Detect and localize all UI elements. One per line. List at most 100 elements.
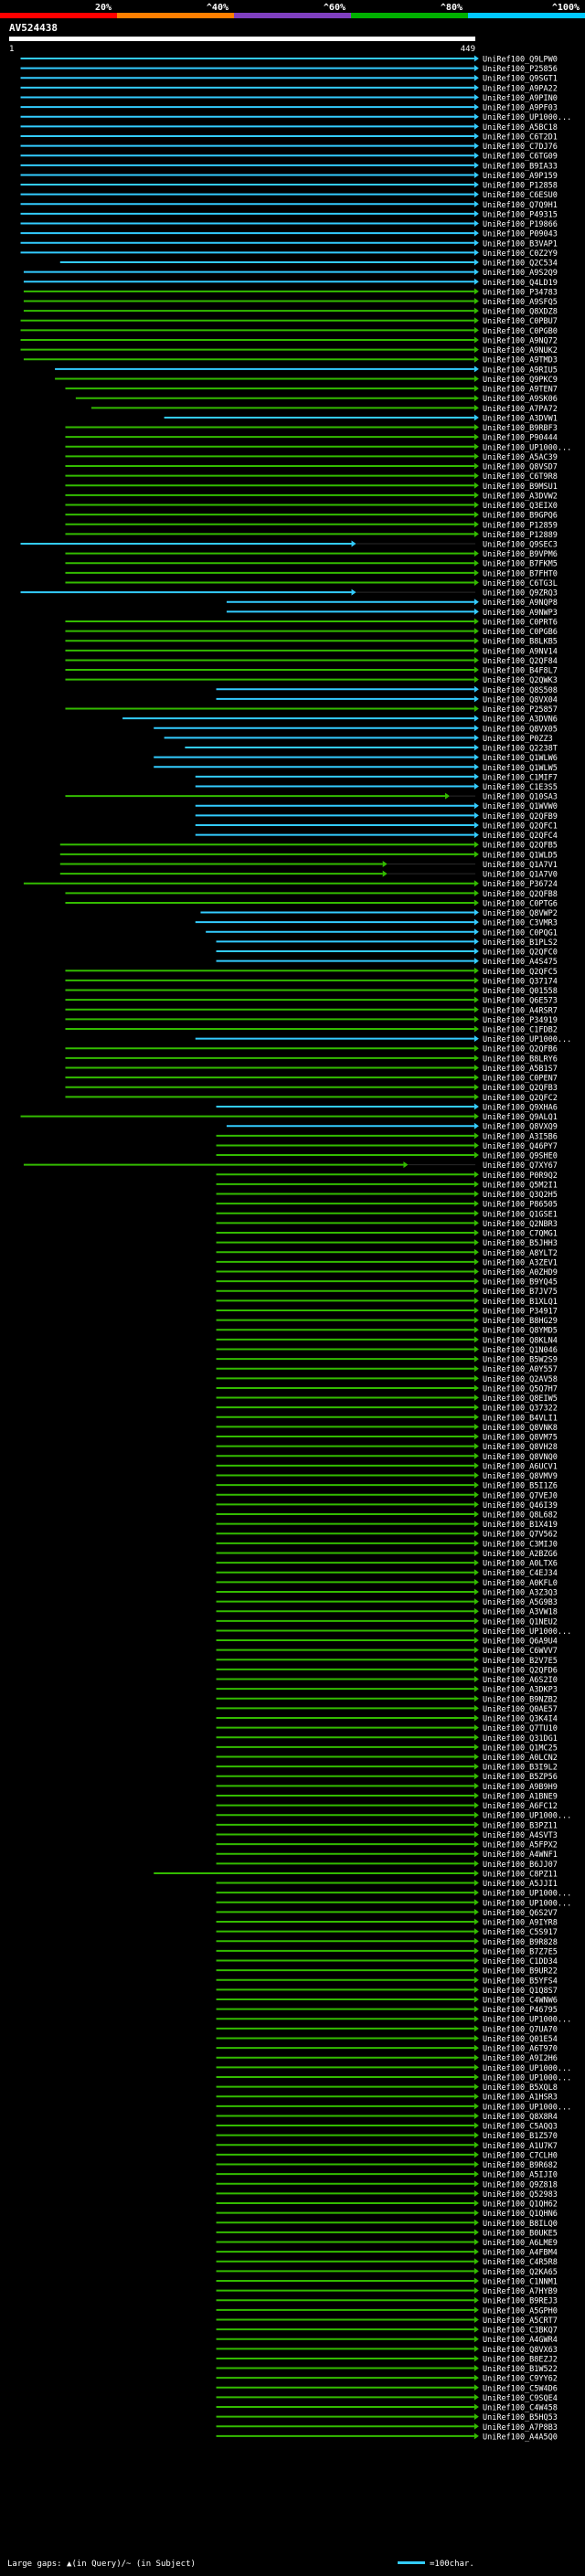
hit-label[interactable]: UniRef100_Q7UA70 xyxy=(483,2025,558,2034)
hit-label[interactable]: UniRef100_UP1000... xyxy=(483,113,571,122)
hit-label[interactable]: UniRef100_B8HG29 xyxy=(483,1317,558,1326)
hit-label[interactable]: UniRef100_C7CLH0 xyxy=(483,2151,558,2160)
hit-label[interactable]: UniRef100_P86505 xyxy=(483,1201,558,1210)
hit-label[interactable]: UniRef100_B1X419 xyxy=(483,1521,558,1530)
hit-label[interactable]: UniRef100_Q7XY67 xyxy=(483,1161,558,1171)
hit-label[interactable]: UniRef100_UP1000... xyxy=(483,1035,571,1044)
hit-label[interactable]: UniRef100_Q8VXQ9 xyxy=(483,1123,558,1132)
hit-label[interactable]: UniRef100_Q1MC25 xyxy=(483,1744,558,1753)
hit-label[interactable]: UniRef100_UP1000... xyxy=(483,2064,571,2073)
hit-label[interactable]: UniRef100_C6T2D1 xyxy=(483,133,558,142)
hit-label[interactable]: UniRef100_P36724 xyxy=(483,880,558,889)
hit-label[interactable]: UniRef100_Q2QFC2 xyxy=(483,1094,558,1103)
hit-label[interactable]: UniRef100_Q2QFB3 xyxy=(483,1084,558,1093)
hit-label[interactable]: UniRef100_UP1000... xyxy=(483,2073,571,2083)
hit-label[interactable]: UniRef100_C7QMG1 xyxy=(483,1230,558,1239)
hit-label[interactable]: UniRef100_A3I5B6 xyxy=(483,1132,558,1141)
hit-label[interactable]: UniRef100_C0PQG1 xyxy=(483,928,558,938)
hit-label[interactable]: UniRef100_Q3Q2H5 xyxy=(483,1191,558,1200)
hit-label[interactable]: UniRef100_Q1N046 xyxy=(483,1346,558,1355)
hit-label[interactable]: UniRef100_A9PF03 xyxy=(483,104,558,113)
hit-label[interactable]: UniRef100_Q6E573 xyxy=(483,997,558,1006)
hit-label[interactable]: UniRef100_C0Z2Y9 xyxy=(483,249,558,259)
hit-label[interactable]: UniRef100_A6FC12 xyxy=(483,1802,558,1811)
hit-label[interactable]: UniRef100_B7FHT0 xyxy=(483,569,558,578)
hit-label[interactable]: UniRef100_A9TEN7 xyxy=(483,386,558,395)
hit-label[interactable]: UniRef100_B5I1Z6 xyxy=(483,1482,558,1491)
hit-label[interactable]: UniRef100_C6WVV7 xyxy=(483,1647,558,1656)
hit-label[interactable]: UniRef100_A3DKP3 xyxy=(483,1686,558,1695)
hit-label[interactable]: UniRef100_C3MIJ0 xyxy=(483,1540,558,1549)
hit-label[interactable]: UniRef100_B5XQL8 xyxy=(483,2083,558,2093)
hit-label[interactable]: UniRef100_P34917 xyxy=(483,1307,558,1316)
hit-label[interactable]: UniRef100_A7HYB9 xyxy=(483,2287,558,2296)
hit-label[interactable]: UniRef100_A4GWR4 xyxy=(483,2336,558,2345)
hit-label[interactable]: UniRef100_Q9PKC9 xyxy=(483,376,558,385)
hit-label[interactable]: UniRef100_Q2QFC4 xyxy=(483,832,558,841)
hit-label[interactable]: UniRef100_Q1A7V0 xyxy=(483,871,558,880)
hit-label[interactable]: UniRef100_Q2AV58 xyxy=(483,1375,558,1384)
hit-label[interactable]: UniRef100_C0PRT6 xyxy=(483,618,558,627)
hit-label[interactable]: UniRef100_UP1000... xyxy=(483,1890,571,1899)
hit-label[interactable]: UniRef100_Q9ZRQ3 xyxy=(483,589,558,599)
hit-label[interactable]: UniRef100_C4R5R8 xyxy=(483,2258,558,2267)
hit-label[interactable]: UniRef100_B0UKE5 xyxy=(483,2229,558,2238)
hit-label[interactable]: UniRef100_UP1000... xyxy=(483,2103,571,2112)
hit-label[interactable]: UniRef100_A5GPH0 xyxy=(483,2306,558,2316)
hit-label[interactable]: UniRef100_A9I2H6 xyxy=(483,2054,558,2063)
hit-label[interactable]: UniRef100_A7P8B3 xyxy=(483,2423,558,2433)
hit-label[interactable]: UniRef100_Q5Q7H7 xyxy=(483,1384,558,1394)
hit-label[interactable]: UniRef100_Q1WLW5 xyxy=(483,764,558,773)
hit-label[interactable]: UniRef100_C6TG3L xyxy=(483,579,558,588)
hit-label[interactable]: UniRef100_Q9LPW0 xyxy=(483,56,558,65)
hit-label[interactable]: UniRef100_A0LCN2 xyxy=(483,1754,558,1763)
hit-label[interactable]: UniRef100_P46795 xyxy=(483,2006,558,2015)
hit-label[interactable]: UniRef100_A3DVW1 xyxy=(483,414,558,423)
hit-label[interactable]: UniRef100_P0R9Q2 xyxy=(483,1171,558,1181)
hit-label[interactable]: UniRef100_A8YLT2 xyxy=(483,1249,558,1258)
hit-label[interactable]: UniRef100_Q1QHN6 xyxy=(483,2210,558,2219)
hit-label[interactable]: UniRef100_B9GPQ6 xyxy=(483,512,558,521)
hit-label[interactable]: UniRef100_Q2C534 xyxy=(483,260,558,269)
hit-label[interactable]: UniRef100_B4VLI1 xyxy=(483,1414,558,1423)
hit-label[interactable]: UniRef100_B1XLQ1 xyxy=(483,1298,558,1307)
hit-label[interactable]: UniRef100_B5YFS4 xyxy=(483,1977,558,1986)
hit-label[interactable]: UniRef100_C1DD34 xyxy=(483,1957,558,1966)
hit-label[interactable]: UniRef100_B9R828 xyxy=(483,1938,558,1947)
hit-label[interactable]: UniRef100_A9PIN0 xyxy=(483,94,558,103)
hit-label[interactable]: UniRef100_B5JHH3 xyxy=(483,1239,558,1248)
hit-label[interactable]: UniRef100_Q1NEU2 xyxy=(483,1617,558,1627)
hit-label[interactable]: UniRef100_Q8VWP2 xyxy=(483,909,558,918)
hit-label[interactable]: UniRef100_B7Z7E5 xyxy=(483,1947,558,1956)
hit-label[interactable]: UniRef100_Q8X8R4 xyxy=(483,2113,558,2122)
hit-label[interactable]: UniRef100_Q10SA3 xyxy=(483,793,558,802)
hit-label[interactable]: UniRef100_C7DJ76 xyxy=(483,143,558,152)
hit-label[interactable]: UniRef100_B9MSU1 xyxy=(483,482,558,492)
hit-label[interactable]: UniRef100_Q52983 xyxy=(483,2190,558,2200)
hit-label[interactable]: UniRef100_Q5M2I1 xyxy=(483,1181,558,1190)
hit-label[interactable]: UniRef100_B1Z570 xyxy=(483,2132,558,2141)
hit-label[interactable]: UniRef100_Q2NBR3 xyxy=(483,1220,558,1229)
hit-label[interactable]: UniRef100_Q2QWK3 xyxy=(483,676,558,685)
hit-label[interactable]: UniRef100_A9TMD3 xyxy=(483,356,558,366)
hit-label[interactable]: UniRef100_C3VMR3 xyxy=(483,919,558,928)
hit-label[interactable]: UniRef100_UP1000... xyxy=(483,1627,571,1637)
hit-label[interactable]: UniRef100_A0KFL0 xyxy=(483,1579,558,1588)
hit-label[interactable]: UniRef100_B2V7E5 xyxy=(483,1657,558,1666)
hit-label[interactable]: UniRef100_C4W458 xyxy=(483,2404,558,2413)
hit-label[interactable]: UniRef100_Q8VNQ0 xyxy=(483,1453,558,1462)
hit-label[interactable]: UniRef100_P12858 xyxy=(483,182,558,191)
hit-label[interactable]: UniRef100_P34783 xyxy=(483,288,558,297)
hit-label[interactable]: UniRef100_Q46I39 xyxy=(483,1501,558,1511)
hit-label[interactable]: UniRef100_A4SVT3 xyxy=(483,1831,558,1840)
hit-label[interactable]: UniRef100_UP1000... xyxy=(483,1899,571,1908)
hit-label[interactable]: UniRef100_Q2QFB5 xyxy=(483,842,558,851)
hit-label[interactable]: UniRef100_P49315 xyxy=(483,210,558,219)
hit-label[interactable]: UniRef100_Q37174 xyxy=(483,977,558,986)
hit-label[interactable]: UniRef100_A6UCV1 xyxy=(483,1462,558,1471)
hit-label[interactable]: UniRef100_Q6S2V7 xyxy=(483,1909,558,1918)
hit-label[interactable]: UniRef100_Q6A9U4 xyxy=(483,1638,558,1647)
hit-label[interactable]: UniRef100_C8PZ11 xyxy=(483,1870,558,1879)
hit-label[interactable]: UniRef100_B5W2S9 xyxy=(483,1356,558,1365)
hit-label[interactable]: UniRef100_A9IYR8 xyxy=(483,1919,558,1928)
